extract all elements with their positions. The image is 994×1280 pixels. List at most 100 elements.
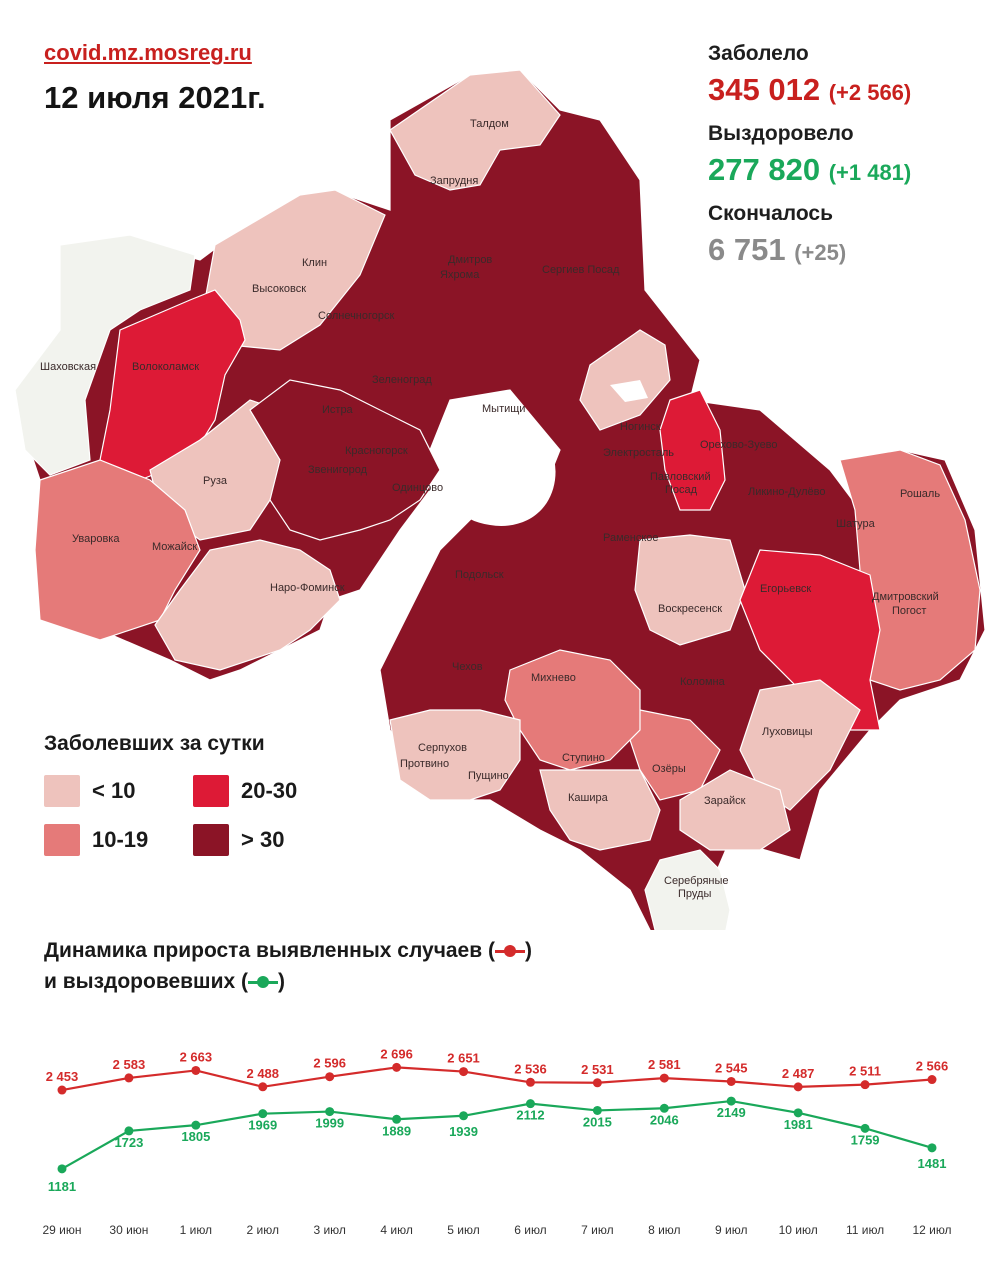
recovered-point	[726, 1096, 736, 1106]
legend-item-20-30: 20-30	[193, 775, 297, 807]
map-label: Клин	[302, 257, 327, 269]
legend-label-10-19: 10-19	[92, 827, 149, 852]
cases-point	[191, 1065, 201, 1075]
deaths-delta: (+25)	[794, 240, 847, 265]
recovered-data-label: 2046	[650, 1112, 679, 1127]
map-label: Дмитров	[448, 254, 492, 266]
x-tick-label: 3 июл	[313, 1223, 345, 1237]
cases-point	[124, 1073, 134, 1083]
map-label-pavlovsky-posad-2: Посад	[665, 484, 698, 496]
map-label: Михнево	[531, 672, 576, 684]
map-label: Шаховская	[40, 361, 96, 373]
recovered-data-label: 2149	[717, 1105, 746, 1120]
x-tick-label: 4 июл	[380, 1223, 412, 1237]
moscow-city-area	[441, 422, 556, 526]
cases-point	[392, 1062, 402, 1072]
map-label: Протвино	[400, 758, 449, 770]
recovered-series-line	[61, 1099, 933, 1170]
cases-line-marker-icon	[494, 945, 525, 958]
map-label: Ликино-Дулёво	[748, 486, 826, 498]
cases-point	[57, 1085, 67, 1095]
map-label: Ногинск	[620, 421, 661, 433]
x-tick-label: 7 июл	[581, 1223, 613, 1237]
map-label: Запрудня	[430, 175, 478, 187]
map-labels: Талдом Запрудня Клин Высоковск Дмитров Яхрома…	[40, 118, 940, 900]
recovered-data-label: 1181	[48, 1179, 76, 1194]
recovered-data-label: 1981	[784, 1117, 813, 1132]
map-label-pavlovsky-posad: Павловский	[650, 471, 711, 483]
map-label: Серпухов	[418, 742, 467, 754]
x-tick-label: 6 июл	[514, 1223, 546, 1237]
map-label-dmitrovsky-pogost: Дмитровский	[872, 591, 939, 603]
legend-swatch-gt30	[193, 824, 229, 856]
deaths-label: Скончалось	[708, 202, 833, 225]
legend-label-lt10: < 10	[92, 778, 136, 803]
stats-panel: Заболело 345 012 (+2 566) Выздоровело 27…	[708, 42, 988, 282]
map-label: Яхрома	[440, 269, 480, 281]
district-odintsovo	[249, 379, 441, 541]
recovered-delta: (+1 481)	[828, 160, 912, 185]
report-date: 12 июля 2021г.	[44, 80, 266, 115]
cases-value: 345 012	[708, 72, 821, 107]
chart-title-line1-end: )	[524, 939, 532, 962]
legend-label-20-30: 20-30	[241, 778, 298, 803]
district-naro-fominsk	[154, 539, 341, 671]
chart-title: Динамика прироста выявленных случаев () …	[44, 935, 532, 997]
map-label: Одинцово	[392, 482, 443, 494]
map-label: Кашира	[568, 792, 609, 804]
map-label: Воскресенск	[658, 603, 722, 615]
map-label: Озёры	[652, 763, 686, 775]
cases-data-label: 2 583	[113, 1057, 146, 1072]
x-tick-label: 30 июн	[109, 1223, 148, 1237]
legend-swatch-10-19	[44, 824, 80, 856]
district-serpukhov	[389, 709, 521, 801]
cases-data-label: 2 453	[46, 1069, 79, 1084]
legend-label-gt30: > 30	[241, 827, 285, 852]
deaths-value-row: 6 751 (+25)	[708, 232, 988, 268]
recovered-stat: Выздоровело 277 820 (+1 481)	[708, 122, 988, 188]
map-label: Зарайск	[704, 795, 746, 807]
recovered-value: 277 820	[708, 152, 821, 187]
map-label: Подольск	[455, 569, 504, 581]
chart-title-line2-end: )	[277, 970, 285, 993]
recovered-point	[191, 1120, 201, 1130]
enclave-area	[610, 380, 648, 402]
map-label: Руза	[203, 475, 228, 487]
cases-data-label: 2 651	[447, 1051, 480, 1066]
recovered-data-label: 1481	[918, 1156, 947, 1171]
recovered-label: Выздоровело	[708, 122, 854, 145]
source-link[interactable]: covid.mz.mosreg.ru	[44, 40, 252, 65]
district-kashira	[539, 769, 661, 851]
cases-data-label: 2 663	[180, 1049, 213, 1064]
recovered-data-label: 1805	[181, 1129, 210, 1144]
map-label: Коломна	[680, 676, 726, 688]
recovered-point	[525, 1099, 535, 1109]
map-label: Пущино	[468, 770, 509, 782]
map-label: Высоковск	[252, 283, 306, 295]
legend-swatch-lt10	[44, 775, 80, 807]
map-label: Уваровка	[72, 533, 120, 545]
district-mozhaisk	[34, 459, 201, 641]
recovered-data-label: 2015	[583, 1114, 612, 1129]
cases-point	[525, 1077, 535, 1087]
recovered-data-label: 1759	[851, 1132, 880, 1147]
x-tick-label: 11 июл	[846, 1223, 884, 1237]
map-label: Раменское	[603, 532, 659, 544]
district-volokolamsk	[99, 289, 246, 481]
cases-data-label: 2 487	[782, 1066, 815, 1081]
map-label: Зеленоград	[372, 374, 432, 386]
cases-data-label: 2 566	[916, 1059, 949, 1074]
map-label: Волоколамск	[132, 361, 199, 373]
map-label: Рошаль	[900, 488, 940, 500]
cases-stat: Заболело 345 012 (+2 566)	[708, 42, 988, 108]
recovered-data-label: 1889	[382, 1123, 411, 1138]
recovered-point	[124, 1126, 134, 1136]
cases-data-label: 2 596	[313, 1056, 346, 1071]
recovered-point	[459, 1111, 469, 1121]
cases-data-label: 2 531	[581, 1062, 614, 1077]
x-tick-label: 12 июл	[912, 1223, 951, 1237]
dynamics-line-chart: 2 453 2 583 2 663 2 488 2 596 2 696 2 651 2 536…	[42, 1046, 951, 1237]
district-ramenskoye-light	[579, 329, 671, 431]
district-lukhovitsy	[739, 679, 861, 811]
district-pavlovsky-posad	[659, 389, 726, 511]
